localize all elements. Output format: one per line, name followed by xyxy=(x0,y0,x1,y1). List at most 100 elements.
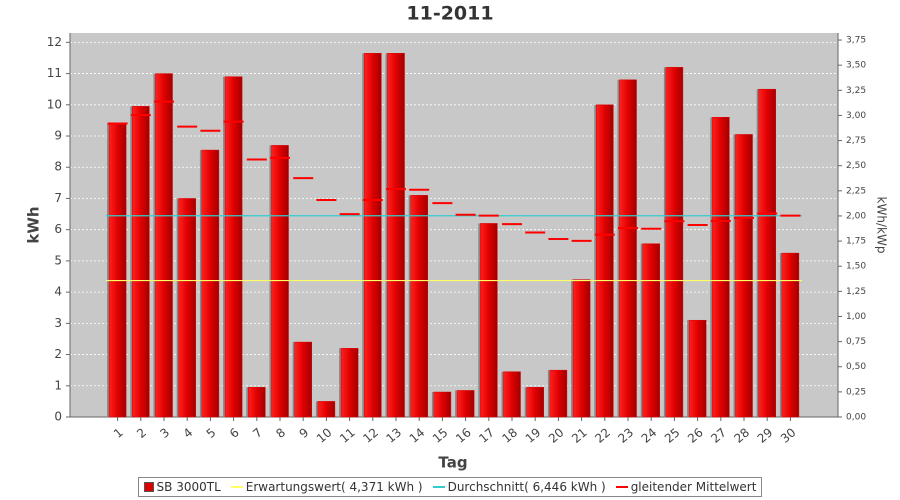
bar xyxy=(758,88,776,418)
bar xyxy=(224,76,243,418)
x-tick-label: 2 xyxy=(134,425,149,441)
x-tick-label: 17 xyxy=(476,425,497,446)
chart: 11-2011 Tag kWh kWh/kWp 0123456789101112… xyxy=(25,3,889,472)
plot-area xyxy=(70,33,838,417)
y2-tick-label: 3,00 xyxy=(846,111,866,121)
legend-item: Durchschnitt( 6,446 kWh ) xyxy=(432,480,606,494)
bar xyxy=(433,391,452,418)
bar xyxy=(549,369,568,418)
x-axis-label: Tag xyxy=(438,454,467,472)
x-tick-label: 1 xyxy=(111,425,126,441)
x-tick-label: 5 xyxy=(204,425,219,441)
bar xyxy=(526,387,544,418)
legend-swatch xyxy=(230,486,243,488)
x-tick-label: 30 xyxy=(778,425,799,446)
legend-item: Erwartungswert( 4,371 kWh ) xyxy=(230,480,423,494)
bar xyxy=(364,53,382,418)
x-tick-label: 23 xyxy=(615,425,636,446)
bar xyxy=(665,67,684,418)
legend-box: SB 3000TL Erwartungswert( 4,371 kWh ) Durc… xyxy=(137,477,763,497)
x-tick-label: 18 xyxy=(499,425,520,446)
x-tick-label: 13 xyxy=(383,425,404,446)
bar xyxy=(596,104,614,418)
y2-tick-label: 1,25 xyxy=(846,287,866,297)
y2-tick-label: 0,25 xyxy=(846,387,866,397)
x-tick-label: 8 xyxy=(273,425,288,441)
bar xyxy=(735,134,753,418)
x-tick-label: 26 xyxy=(685,425,706,446)
y-tick-label: 8 xyxy=(54,160,62,174)
x-tick-label: 19 xyxy=(523,425,544,446)
x-tick-label: 27 xyxy=(708,425,729,446)
x-tick-label: 16 xyxy=(453,425,474,446)
x-tick-label: 14 xyxy=(407,425,428,446)
legend-label: Erwartungswert( 4,371 kWh ) xyxy=(245,480,423,494)
y2-tick-label: 2,00 xyxy=(846,211,866,221)
y-tick-label: 10 xyxy=(47,97,62,111)
bar xyxy=(480,223,498,418)
bar xyxy=(155,73,173,418)
y2-tick-label: 1,00 xyxy=(846,312,866,322)
y2-axis-label: kWh/kWp xyxy=(875,197,889,254)
y2-tick-label: 2,50 xyxy=(846,161,866,171)
bar xyxy=(178,198,196,418)
x-tick-label: 12 xyxy=(360,425,381,446)
y-tick-label: 5 xyxy=(54,253,62,267)
bar xyxy=(619,79,637,418)
x-tick-label: 3 xyxy=(157,425,172,441)
legend-item: SB 3000TL xyxy=(143,480,221,494)
y2-tick-label: 3,50 xyxy=(846,61,866,71)
chart-title: 11-2011 xyxy=(406,3,493,25)
x-tick-label: 22 xyxy=(592,425,613,446)
x-tick-label: 25 xyxy=(662,425,683,446)
legend-swatch xyxy=(143,482,154,492)
y-tick-label: 4 xyxy=(54,285,62,299)
y-tick-label: 11 xyxy=(47,66,62,80)
y-tick-label: 0 xyxy=(54,410,62,424)
y-axis-label: kWh xyxy=(25,206,43,243)
x-tick-label: 11 xyxy=(337,425,358,446)
bar xyxy=(642,243,660,418)
x-tick-label: 7 xyxy=(250,425,265,441)
legend-label: Durchschnitt( 6,446 kWh ) xyxy=(447,480,606,494)
y-tick-label: 6 xyxy=(54,222,62,236)
y-tick-label: 9 xyxy=(54,129,62,143)
x-tick-label: 24 xyxy=(639,425,660,446)
y2-tick-label: 3,25 xyxy=(846,86,866,96)
bar xyxy=(248,387,266,418)
bar xyxy=(410,195,428,418)
x-tick-label: 29 xyxy=(755,425,776,446)
x-tick-label: 10 xyxy=(314,425,335,446)
bar xyxy=(503,371,521,418)
bar xyxy=(688,319,707,418)
y-tick-label: 2 xyxy=(54,347,62,361)
x-tick-label: 9 xyxy=(297,425,312,441)
bar xyxy=(271,145,289,418)
bar xyxy=(572,279,591,418)
legend-swatch xyxy=(615,486,628,488)
legend-swatch xyxy=(432,486,445,488)
x-tick-label: 4 xyxy=(181,425,196,441)
x-tick-label: 28 xyxy=(731,425,752,446)
y2-tick-label: 1,50 xyxy=(846,262,866,272)
y-tick-label: 1 xyxy=(54,378,62,392)
y-tick-label: 12 xyxy=(47,35,62,49)
bar xyxy=(712,117,730,418)
y2-tick-label: 0,75 xyxy=(846,337,866,347)
x-tick-label: 21 xyxy=(569,425,590,446)
y2-tick-label: 1,75 xyxy=(846,237,866,247)
bar xyxy=(456,390,475,418)
bar xyxy=(201,149,220,418)
legend: SB 3000TL Erwartungswert( 4,371 kWh ) Durc… xyxy=(0,477,900,497)
legend-item: gleitender Mittelwert xyxy=(615,480,757,494)
bar xyxy=(317,401,336,418)
bar xyxy=(387,53,405,418)
bar xyxy=(340,348,359,418)
legend-label: SB 3000TL xyxy=(156,480,221,494)
y2-tick-label: 0,50 xyxy=(846,362,866,372)
legend-label: gleitender Mittelwert xyxy=(630,480,757,494)
x-tick-label: 15 xyxy=(430,425,451,446)
y2-tick-label: 2,75 xyxy=(846,136,866,146)
bar xyxy=(781,252,800,418)
